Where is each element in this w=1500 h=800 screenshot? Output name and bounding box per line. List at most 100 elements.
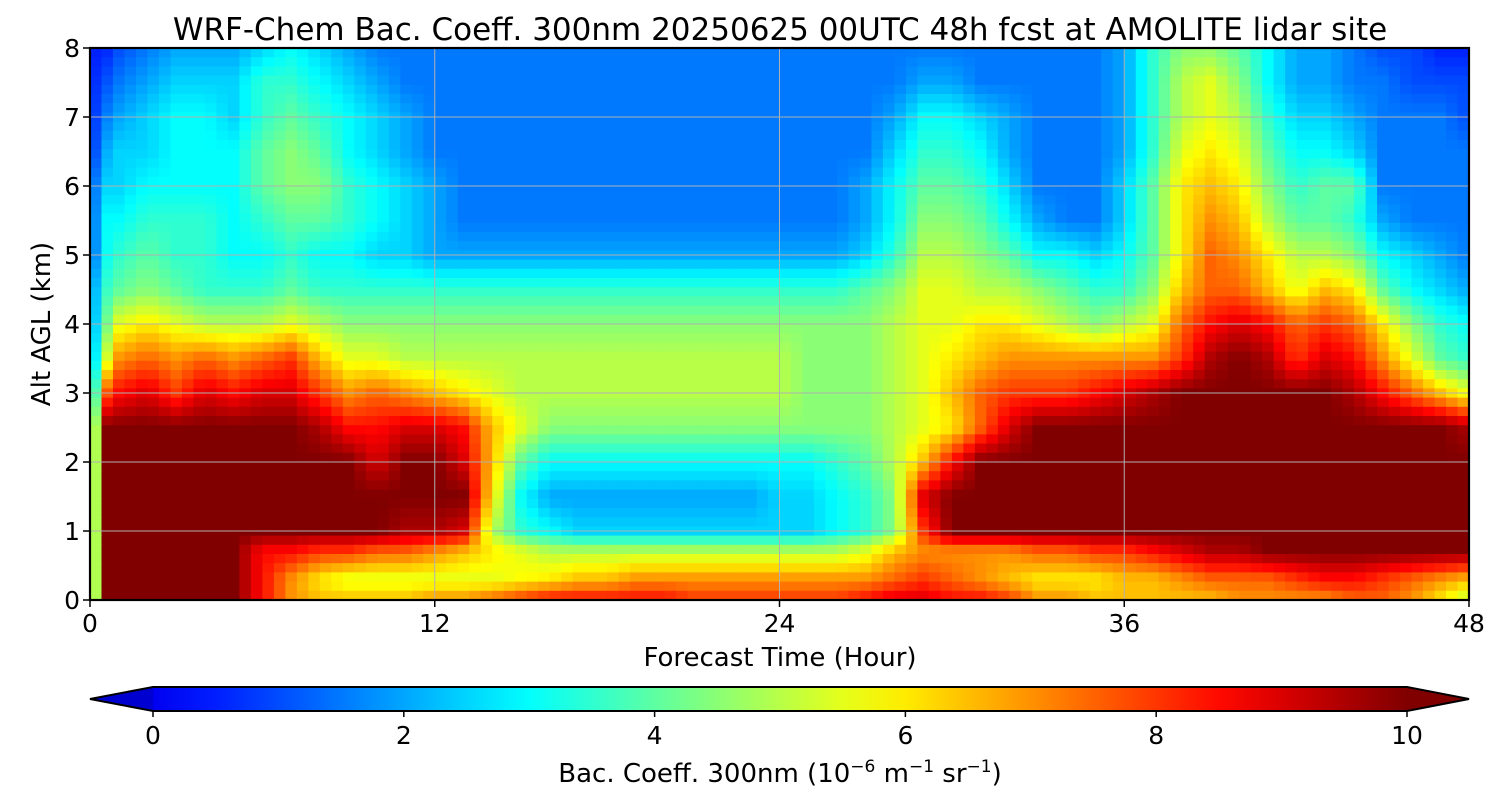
heatmap-cell (894, 406, 907, 417)
heatmap-cell (653, 305, 666, 316)
heatmap-cell (147, 121, 160, 132)
heatmap-cell (986, 259, 999, 270)
heatmap-cell (779, 158, 792, 169)
heatmap-cell (262, 296, 275, 307)
heatmap-cell (1193, 268, 1206, 279)
heatmap-cell (1078, 186, 1091, 196)
heatmap-cell (1089, 333, 1103, 344)
heatmap-cell (1308, 103, 1321, 114)
heatmap-cell (687, 406, 700, 417)
heatmap-cell (951, 130, 965, 141)
heatmap-cell (135, 241, 149, 252)
heatmap-cell (928, 305, 942, 316)
heatmap-cell (595, 75, 608, 86)
heatmap-cell (1020, 342, 1034, 353)
heatmap-cell (745, 167, 758, 178)
heatmap-cell (630, 287, 643, 298)
heatmap-cell (1101, 149, 1114, 160)
heatmap-cell (1239, 84, 1252, 95)
heatmap-cell (653, 57, 666, 68)
heatmap-cell (630, 176, 643, 187)
heatmap-cell (342, 66, 356, 77)
heatmap-cell (1043, 48, 1057, 58)
heatmap-cell (1124, 130, 1137, 141)
heatmap-cell (377, 259, 390, 270)
heatmap-cell (90, 57, 103, 68)
heatmap-cell (101, 149, 114, 160)
heatmap-cell (1354, 278, 1367, 288)
heatmap-cell (1227, 94, 1240, 104)
heatmap-cell (1446, 57, 1459, 68)
heatmap-cell (848, 278, 861, 288)
heatmap-cell (1250, 397, 1263, 408)
heatmap-cell (630, 351, 643, 362)
heatmap-cell (940, 149, 953, 160)
heatmap-cell (457, 351, 471, 362)
heatmap-cell (641, 186, 654, 196)
heatmap-cell (848, 222, 861, 233)
heatmap-cell (641, 57, 654, 68)
heatmap-cell (158, 287, 172, 298)
heatmap-cell (584, 268, 597, 279)
heatmap-cell (1296, 48, 1309, 58)
heatmap-cell (572, 287, 585, 298)
heatmap-cell (1342, 103, 1355, 114)
heatmap-cell (1457, 94, 1469, 104)
heatmap-cell (1124, 370, 1137, 380)
heatmap-cell (227, 149, 241, 160)
heatmap-cell (549, 48, 562, 58)
heatmap-cell (1181, 416, 1194, 426)
heatmap-cell (515, 397, 528, 408)
heatmap-cell (722, 278, 735, 288)
heatmap-cell (1273, 232, 1286, 242)
heatmap-cell (825, 342, 838, 353)
heatmap-cell (319, 66, 333, 77)
heatmap-cell (561, 195, 574, 206)
heatmap-cell (1273, 167, 1286, 178)
heatmap-cell (135, 324, 149, 334)
heatmap-cell (836, 425, 850, 436)
heatmap-cell (1446, 259, 1459, 270)
heatmap-cell (676, 278, 689, 288)
heatmap-cell (1308, 278, 1321, 288)
heatmap-cell (90, 406, 103, 417)
heatmap-cell (388, 406, 402, 417)
heatmap-cell (710, 75, 723, 86)
heatmap-cell (699, 397, 712, 408)
heatmap-cell (813, 57, 827, 68)
heatmap-cell (250, 333, 264, 344)
heatmap-cell (354, 130, 367, 141)
heatmap-cell (1193, 305, 1206, 316)
heatmap-cell (1032, 94, 1045, 104)
heatmap-cell (1158, 75, 1172, 86)
heatmap-cell (181, 103, 195, 114)
heatmap-cell (503, 94, 516, 104)
heatmap-cell (239, 406, 252, 417)
heatmap-cell (607, 195, 620, 206)
heatmap-cell (273, 370, 287, 380)
heatmap-cell (607, 130, 620, 141)
heatmap-cell (227, 370, 241, 380)
heatmap-cell (986, 370, 999, 380)
heatmap-cell (664, 342, 677, 353)
heatmap-cell (239, 351, 252, 362)
heatmap-cell (1078, 121, 1091, 132)
heatmap-cell (342, 296, 356, 307)
heatmap-cell (768, 66, 781, 77)
heatmap-cell (1066, 305, 1080, 316)
heatmap-cell (457, 186, 471, 196)
heatmap-cell (882, 66, 896, 77)
heatmap-cell (423, 425, 436, 436)
heatmap-cell (411, 425, 425, 436)
heatmap-cell (1457, 278, 1469, 288)
heatmap-cell (1158, 324, 1172, 334)
heatmap-cell (1308, 333, 1321, 344)
heatmap-cell (1158, 176, 1172, 187)
heatmap-cell (1400, 305, 1413, 316)
heatmap-cell (802, 195, 815, 206)
heatmap-cell (1377, 57, 1390, 68)
heatmap-cell (836, 232, 850, 242)
heatmap-cell (515, 158, 528, 169)
heatmap-cell (630, 204, 643, 215)
heatmap-cell (124, 222, 137, 233)
